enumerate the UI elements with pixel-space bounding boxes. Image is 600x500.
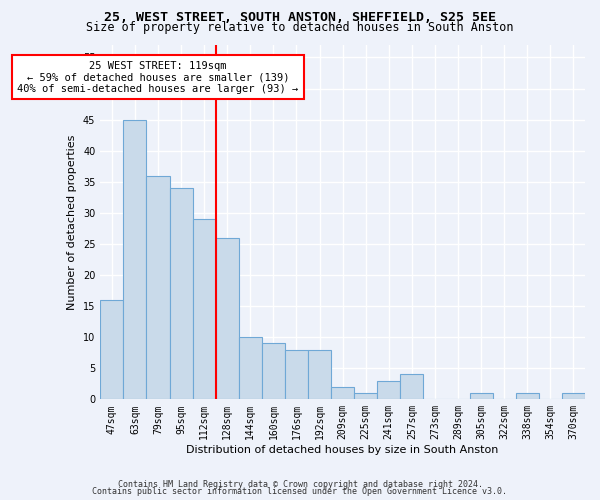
Bar [331, 387, 354, 400]
Bar [516, 393, 539, 400]
Bar [170, 188, 193, 400]
Bar [193, 219, 215, 400]
Bar [562, 393, 585, 400]
Bar [239, 337, 262, 400]
Bar [100, 300, 124, 400]
X-axis label: Distribution of detached houses by size in South Anston: Distribution of detached houses by size … [187, 445, 499, 455]
Y-axis label: Number of detached properties: Number of detached properties [67, 134, 77, 310]
Text: Contains public sector information licensed under the Open Government Licence v3: Contains public sector information licen… [92, 487, 508, 496]
Bar [354, 393, 377, 400]
Bar [285, 350, 308, 400]
Text: Contains HM Land Registry data © Crown copyright and database right 2024.: Contains HM Land Registry data © Crown c… [118, 480, 482, 489]
Text: Size of property relative to detached houses in South Anston: Size of property relative to detached ho… [86, 22, 514, 35]
Bar [146, 176, 170, 400]
Text: 25, WEST STREET, SOUTH ANSTON, SHEFFIELD, S25 5EE: 25, WEST STREET, SOUTH ANSTON, SHEFFIELD… [104, 11, 496, 24]
Bar [215, 238, 239, 400]
Text: 25 WEST STREET: 119sqm
← 59% of detached houses are smaller (139)
40% of semi-de: 25 WEST STREET: 119sqm ← 59% of detached… [17, 60, 299, 94]
Bar [124, 120, 146, 400]
Bar [308, 350, 331, 400]
Bar [400, 374, 424, 400]
Bar [377, 380, 400, 400]
Bar [470, 393, 493, 400]
Bar [262, 344, 285, 400]
